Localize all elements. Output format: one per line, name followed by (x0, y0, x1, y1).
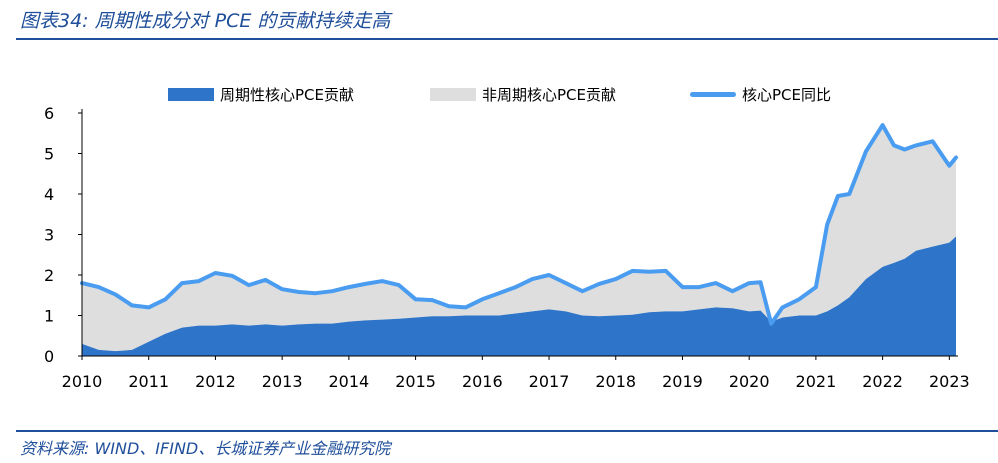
x-tick-label: 2017 (529, 372, 570, 391)
x-tick-label: 2021 (796, 372, 837, 391)
x-tick-label: 2016 (462, 372, 503, 391)
legend-label-noncyclical: 非周期核心PCE贡献 (482, 86, 616, 104)
y-tick-label: 6 (44, 104, 54, 123)
x-tick-label: 2012 (195, 372, 236, 391)
x-tick-label: 2014 (329, 372, 370, 391)
x-tick-label: 2022 (862, 372, 903, 391)
legend-item-noncyclical: 非周期核心PCE贡献 (430, 84, 616, 105)
legend-item-core: 核心PCE同比 (690, 84, 831, 105)
y-tick-label: 2 (44, 266, 54, 285)
title-rule (16, 38, 998, 40)
figure-title: 图表34: 周期性成分对 PCE 的贡献持续走高 (20, 10, 391, 32)
y-tick-label: 3 (44, 226, 54, 245)
source-rule (16, 430, 998, 432)
series-line-core-pce (80, 123, 958, 326)
x-tick-label: 2015 (395, 372, 436, 391)
x-tick-label: 2019 (662, 372, 703, 391)
series-area-noncyclical (82, 125, 956, 352)
series-area-cyclical (82, 236, 956, 356)
legend-swatch-cyclical (168, 88, 214, 101)
legend-label-cyclical: 周期性核心PCE贡献 (220, 86, 354, 104)
source-note: 资料来源: WIND、IFIND、长城证券产业金融研究院 (20, 439, 391, 458)
chart-legend: 周期性核心PCE贡献 非周期核心PCE贡献 核心PCE同比 (0, 84, 998, 106)
x-tick-label: 2023 (929, 372, 970, 391)
y-tick-label: 4 (44, 185, 54, 204)
y-tick-label: 1 (44, 307, 54, 326)
x-tick-label: 2013 (262, 372, 303, 391)
legend-swatch-noncyclical (430, 88, 476, 101)
x-tick-label: 2010 (62, 372, 103, 391)
legend-label-core: 核心PCE同比 (742, 86, 831, 104)
y-tick-label: 5 (44, 145, 54, 164)
x-tick-label: 2018 (595, 372, 636, 391)
x-tick-label: 2020 (729, 372, 770, 391)
x-tick-label: 2011 (128, 372, 169, 391)
legend-swatch-core (690, 92, 736, 97)
legend-item-cyclical: 周期性核心PCE贡献 (168, 84, 354, 105)
y-tick-label: 0 (44, 347, 54, 366)
